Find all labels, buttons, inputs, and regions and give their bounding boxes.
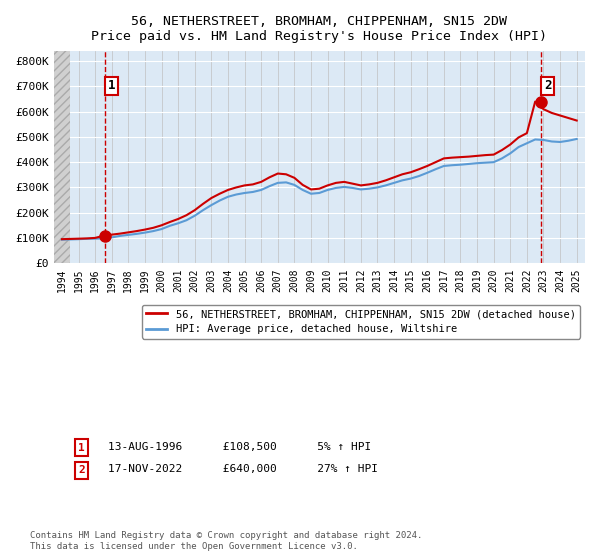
Bar xyxy=(53,51,70,263)
Text: 13-AUG-1996      £108,500      5% ↑ HPI: 13-AUG-1996 £108,500 5% ↑ HPI xyxy=(108,442,371,452)
Text: 2: 2 xyxy=(78,465,85,475)
Legend: 56, NETHERSTREET, BROMHAM, CHIPPENHAM, SN15 2DW (detached house), HPI: Average p: 56, NETHERSTREET, BROMHAM, CHIPPENHAM, S… xyxy=(142,305,580,338)
Text: Contains HM Land Registry data © Crown copyright and database right 2024.
This d: Contains HM Land Registry data © Crown c… xyxy=(30,531,422,551)
Text: 2: 2 xyxy=(544,80,551,92)
Text: 17-NOV-2022      £640,000      27% ↑ HPI: 17-NOV-2022 £640,000 27% ↑ HPI xyxy=(108,464,378,474)
Text: 1: 1 xyxy=(108,80,115,92)
Text: 1: 1 xyxy=(78,443,85,453)
Title: 56, NETHERSTREET, BROMHAM, CHIPPENHAM, SN15 2DW
Price paid vs. HM Land Registry': 56, NETHERSTREET, BROMHAM, CHIPPENHAM, S… xyxy=(91,15,547,43)
